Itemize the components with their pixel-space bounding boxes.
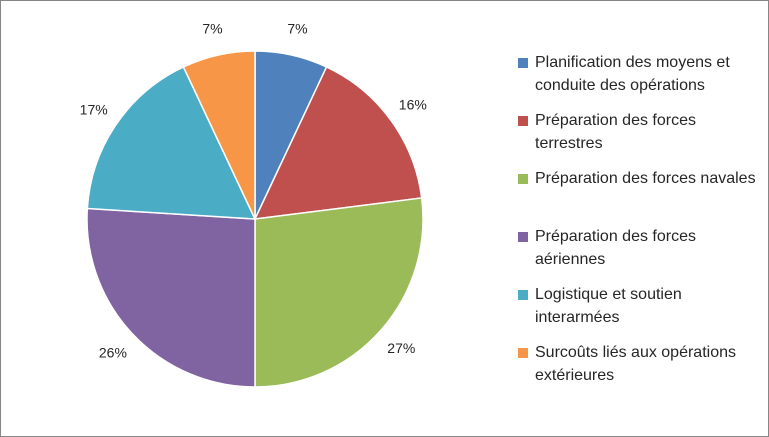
legend-swatch (518, 174, 528, 184)
legend-item-surcouts-opex: Surcoûts liés aux opérations extérieures (518, 341, 763, 399)
legend-item-forces-aeriennes: Préparation des forces aériennes (518, 225, 763, 283)
pie-data-label: 16% (399, 96, 427, 112)
legend-swatch (518, 58, 528, 68)
pie-slice-preparation-des-forces-navales (254, 197, 424, 388)
legend-swatch (518, 116, 528, 126)
pie-data-label: 7% (287, 21, 307, 37)
legend-label: Logistique et soutien interarmées (535, 286, 682, 326)
legend-item-logistique: Logistique et soutien interarmées (518, 283, 763, 341)
pie-slice-logistique-et-soutien-interarmees (86, 65, 257, 220)
pie-data-label: 26% (99, 345, 127, 361)
legend: Planification des moyens et conduite des… (518, 51, 763, 399)
pie-data-label: 7% (202, 21, 222, 37)
legend-item-forces-navales: Préparation des forces navales (518, 167, 763, 225)
pie-data-label: 17% (80, 101, 108, 117)
legend-label: Planification des moyens et conduite des… (535, 54, 730, 94)
legend-swatch (518, 348, 528, 358)
pie-chart: 7% 16% 27% 26% 17% 7% (80, 21, 427, 388)
legend-label: Préparation des forces terrestres (535, 112, 696, 152)
pie-slice-preparation-des-forces-terrestres (253, 65, 423, 220)
legend-item-planification: Planification des moyens et conduite des… (518, 51, 763, 109)
legend-label: Préparation des forces navales (535, 170, 756, 187)
pie-slice-preparation-des-forces-aeriennes (86, 207, 256, 388)
pie-slice-surcouts-lies-aux-operations-exterieures (182, 50, 256, 220)
legend-swatch (518, 290, 528, 300)
legend-label: Surcoûts liés aux opérations extérieures (535, 344, 736, 384)
legend-swatch (518, 232, 528, 242)
legend-label: Préparation des forces aériennes (535, 228, 696, 268)
legend-item-forces-terrestres: Préparation des forces terrestres (518, 109, 763, 167)
pie-data-label: 27% (387, 340, 415, 356)
